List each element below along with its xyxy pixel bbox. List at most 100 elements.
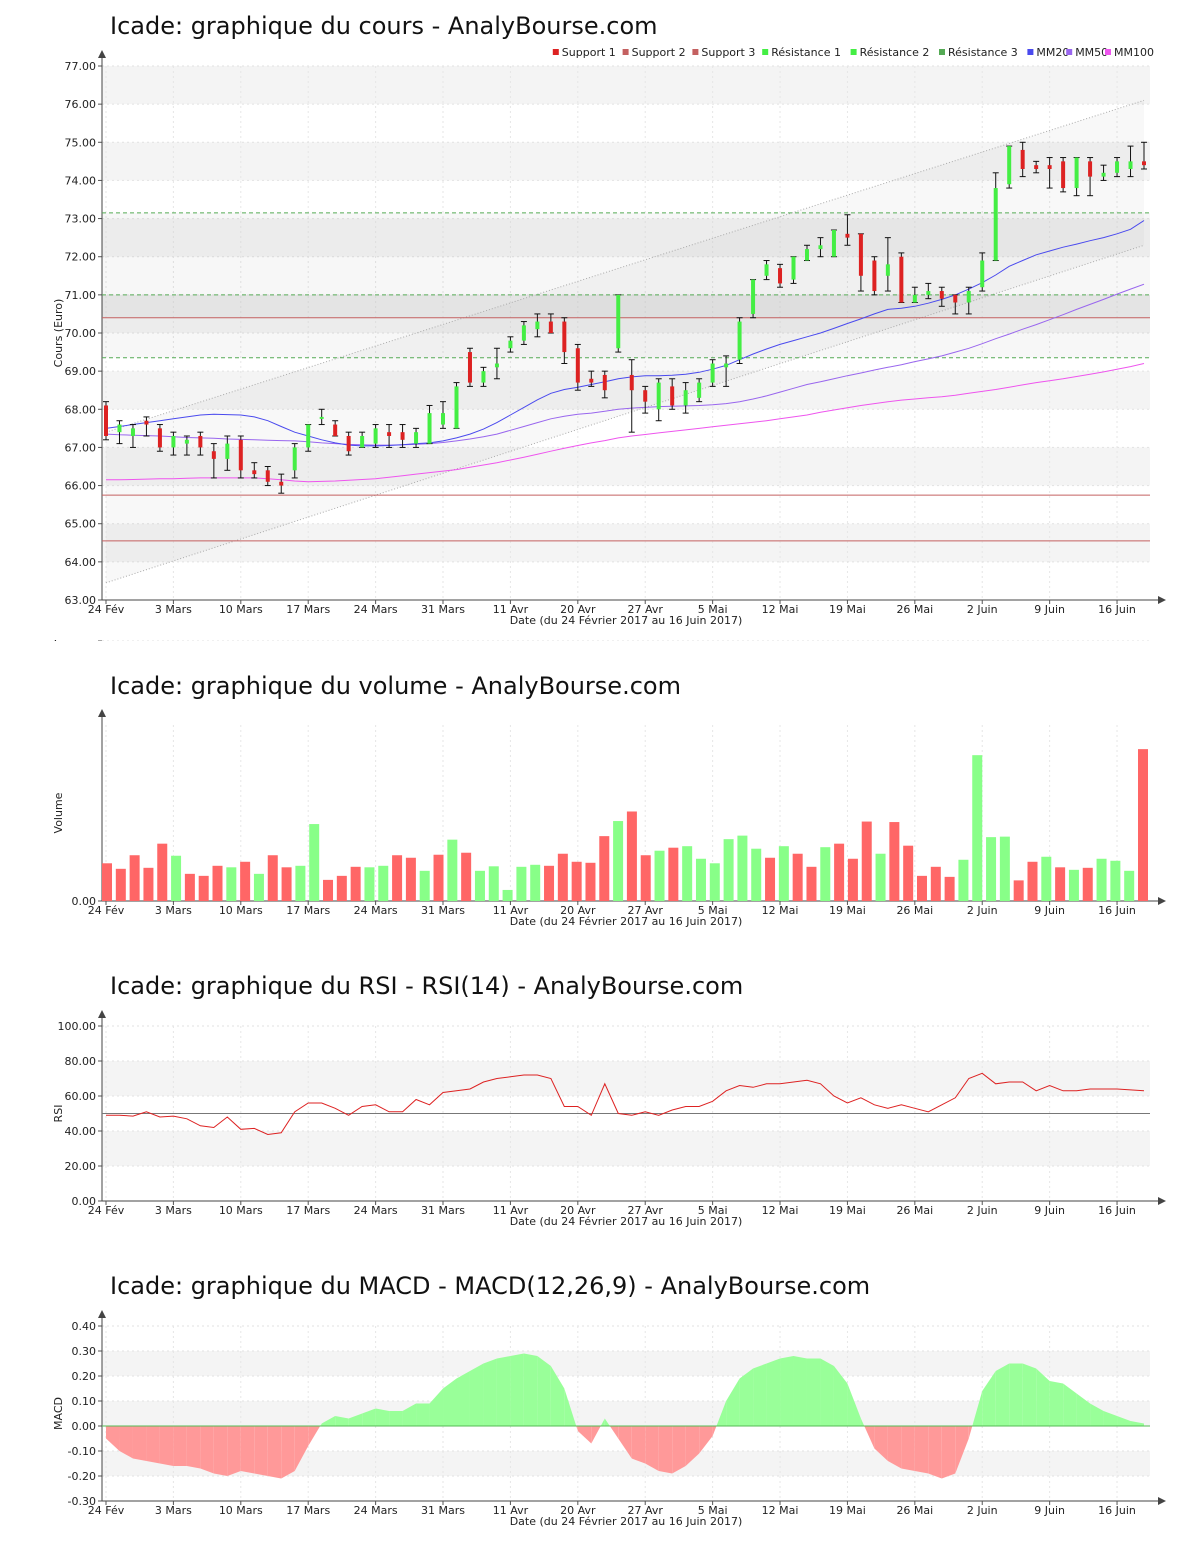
volume-bar xyxy=(999,836,1010,901)
volume-bar xyxy=(1013,880,1024,901)
macd-area-segment xyxy=(739,1368,754,1426)
candle-body xyxy=(616,294,621,349)
price-x-tick-label: 27 Avr xyxy=(628,603,664,616)
macd-area-segment xyxy=(510,1353,524,1426)
price-x-tick-label: 17 Mars xyxy=(286,603,330,616)
legend-label: Résistance 1 xyxy=(771,46,841,59)
macd-area-segment xyxy=(780,1356,794,1426)
volume-x-axis-arrow xyxy=(1158,897,1166,905)
macd-area-segment xyxy=(320,1423,322,1426)
candle-body xyxy=(400,432,405,440)
volume-bar xyxy=(682,846,693,901)
price-x-tick-label: 31 Mars xyxy=(421,603,465,616)
macd-area-segment xyxy=(1009,1363,1023,1426)
volume-panel: Icade: graphique du volume - AnalyBourse… xyxy=(0,640,1200,950)
macd-y-tick-label: 0.40 xyxy=(72,1320,97,1333)
rsi-x-tick-label: 31 Mars xyxy=(421,1204,465,1217)
macd-area-segment xyxy=(658,1426,673,1474)
candle-body xyxy=(926,291,931,295)
legend-swatch xyxy=(1027,49,1034,55)
macd-area-segment xyxy=(631,1426,646,1464)
legend-swatch xyxy=(552,49,559,55)
macd-area-segment xyxy=(173,1426,187,1466)
volume-bar xyxy=(695,858,706,901)
candle-body xyxy=(670,386,675,406)
rsi-x-axis-arrow xyxy=(1158,1197,1166,1205)
macd-x-tick-label: 10 Mars xyxy=(219,1504,263,1517)
macd-area-segment xyxy=(874,1426,888,1461)
macd-area-segment xyxy=(618,1426,632,1459)
volume-x-tick-label: 11 Avr xyxy=(493,904,529,917)
candle-body xyxy=(602,374,607,391)
price-chart: 63.00 64.00 65.00 66.00 67.00 68.00 69.00 70.00… xyxy=(52,46,1166,627)
legend-label: MM50 xyxy=(1075,46,1108,59)
volume-bar xyxy=(502,889,513,901)
candle-body xyxy=(1142,161,1146,166)
volume-bar xyxy=(295,865,306,901)
legend-label: MM100 xyxy=(1114,46,1154,59)
rsi-x-axis-label: Date (du 24 Février 2017 au 16 Juin 2017… xyxy=(510,1215,743,1228)
macd-area-segment xyxy=(577,1426,592,1444)
macd-area-segment xyxy=(901,1426,915,1471)
macd-area-segment xyxy=(576,1426,578,1431)
volume-y-tick-label: 150,000.00 xyxy=(33,640,96,643)
macd-area-segment xyxy=(1117,1416,1131,1426)
price-x-tick-label: 24 Mars xyxy=(354,603,398,616)
macd-area-segment xyxy=(685,1426,700,1466)
candle-body xyxy=(333,424,338,436)
macd-area-segment xyxy=(806,1358,821,1426)
rsi-y-tick-label: 80.00 xyxy=(65,1055,97,1068)
macd-x-tick-label: 26 Mai xyxy=(896,1504,933,1517)
candle-body xyxy=(104,405,108,436)
candle-body xyxy=(818,245,823,250)
price-x-tick-label: 3 Mars xyxy=(155,603,192,616)
macd-x-tick-label: 2 Juin xyxy=(967,1504,998,1517)
volume-bar xyxy=(972,755,983,901)
macd-area-segment xyxy=(469,1363,484,1426)
price-y-tick-label: 72.00 xyxy=(65,251,97,264)
price-x-tick-label: 20 Avr xyxy=(560,603,596,616)
volume-bar xyxy=(309,824,320,901)
candle-body xyxy=(804,249,809,261)
rsi-x-tick-label: 19 Mai xyxy=(829,1204,866,1217)
price-y-tick-label: 75.00 xyxy=(65,136,97,149)
candle-body xyxy=(872,260,877,292)
volume-bar xyxy=(1096,858,1107,901)
legend-swatch xyxy=(1066,49,1073,55)
rsi-x-tick-label: 5 Mai xyxy=(698,1204,728,1217)
rsi-chart-title: Icade: graphique du RSI - RSI(14) - Anal… xyxy=(110,972,744,1000)
volume-x-tick-label: 19 Mai xyxy=(829,904,866,917)
candle-body xyxy=(1061,161,1066,189)
macd-area-segment xyxy=(240,1426,255,1474)
price-x-tick-label: 16 Juin xyxy=(1098,603,1136,616)
price-x-tick-label: 5 Mai xyxy=(698,603,728,616)
price-y-tick-label: 77.00 xyxy=(65,60,97,73)
macd-area-segment xyxy=(375,1408,390,1426)
macd-area-segment xyxy=(955,1426,969,1474)
macd-x-tick-label: 16 Juin xyxy=(1098,1504,1136,1517)
rsi-y-tick-label: 100.00 xyxy=(58,1020,97,1033)
candle-body xyxy=(791,256,796,280)
macd-x-tick-label: 24 Mars xyxy=(354,1504,398,1517)
macd-area-segment xyxy=(1130,1421,1144,1426)
volume-bar xyxy=(654,850,665,901)
volume-bar xyxy=(834,843,845,901)
candle-body xyxy=(117,424,122,433)
candle-body xyxy=(993,188,998,261)
price-y-tick-label: 73.00 xyxy=(65,213,97,226)
macd-area-segment xyxy=(753,1363,767,1426)
macd-x-tick-label: 20 Avr xyxy=(560,1504,596,1517)
volume-bar xyxy=(115,868,126,901)
macd-area-segment xyxy=(267,1426,282,1479)
macd-area-segment xyxy=(860,1418,865,1426)
macd-area-segment xyxy=(972,1391,983,1426)
candle-body xyxy=(710,363,715,383)
macd-area-segment xyxy=(820,1358,834,1426)
macd-area-segment xyxy=(159,1426,174,1466)
macd-area-segment xyxy=(321,1416,336,1426)
candle-body xyxy=(157,428,162,448)
macd-area-segment xyxy=(712,1426,717,1436)
candle-body xyxy=(252,470,257,475)
macd-area-segment xyxy=(106,1426,120,1451)
macd-x-tick-label: 9 Juin xyxy=(1034,1504,1065,1517)
